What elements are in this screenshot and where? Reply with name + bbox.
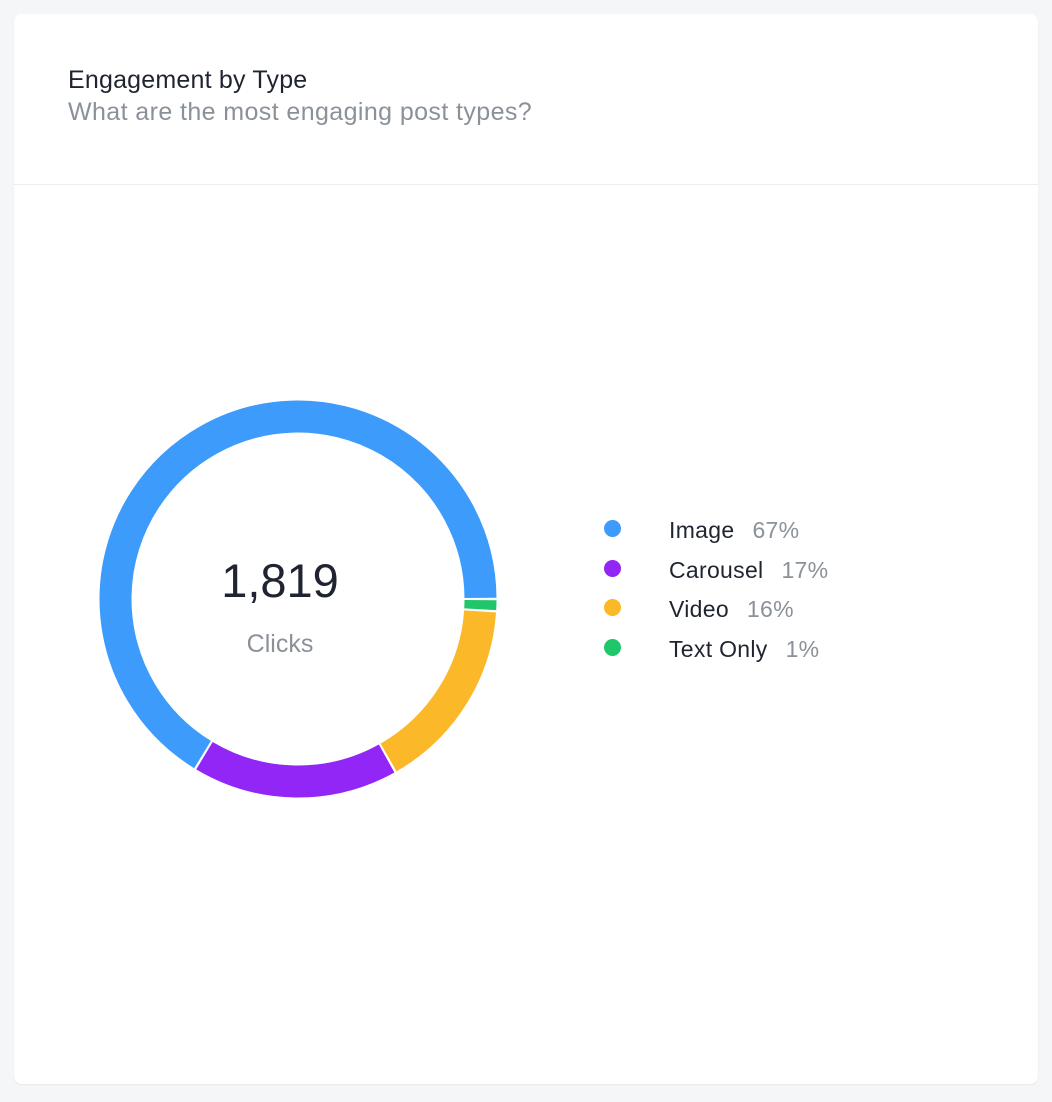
donut-slice-video[interactable] [380, 610, 497, 772]
legend-label-text-only: Text Only [669, 635, 768, 662]
card-subtitle: What are the most engaging post types? [68, 98, 533, 126]
total-clicks-label: Clicks [246, 630, 314, 658]
legend-percent-carousel: 17% [781, 556, 829, 583]
legend-percent-video: 16% [746, 596, 794, 622]
legend-dot-text-only [604, 638, 621, 656]
engagement-card: Engagement by Type What are the most eng… [14, 14, 1038, 1084]
card-header: Engagement by Type What are the most eng… [14, 14, 1038, 185]
legend-dot-carousel [604, 559, 621, 577]
legend-label-carousel: Carousel [669, 556, 764, 583]
legend-label-video: Video [669, 596, 729, 622]
donut-slice-image[interactable] [99, 400, 497, 769]
legend-percent-image: 67% [752, 517, 800, 543]
donut-slice-carousel[interactable] [196, 741, 395, 798]
legend-percent-text-only: 1% [785, 635, 820, 662]
legend-dot-image [604, 520, 621, 537]
card-title: Engagement by Type [68, 66, 308, 94]
legend-dot-video [604, 599, 621, 616]
legend-label-image: Image [669, 517, 735, 543]
total-clicks-value: 1,819 [221, 554, 339, 607]
